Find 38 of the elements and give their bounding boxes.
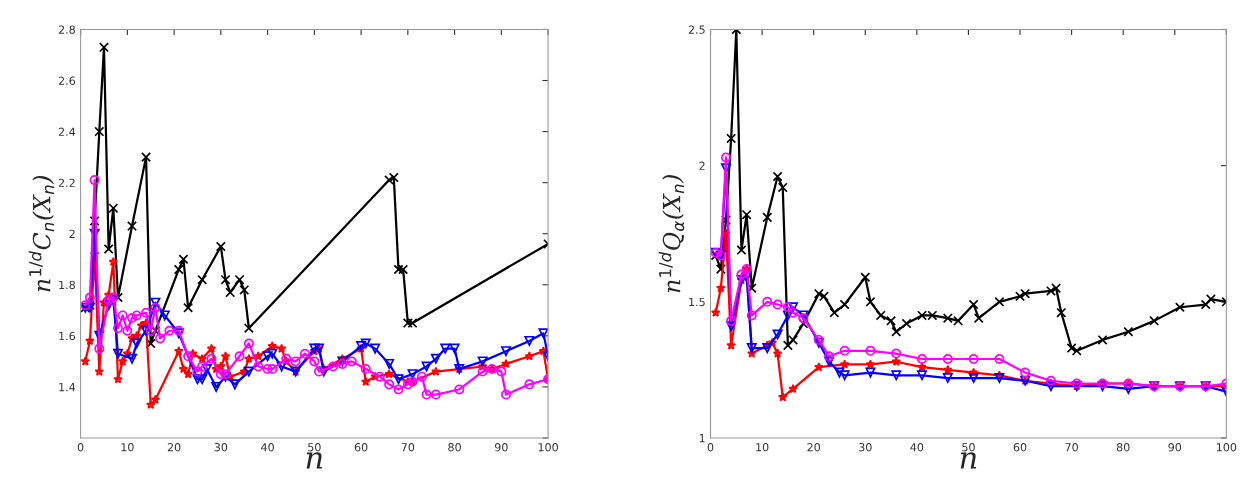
y-tick-label: 2.6 — [58, 76, 76, 85]
y-tick-label: 2.5 — [688, 25, 705, 34]
x-tick-label: 50 — [308, 443, 321, 452]
y-tick-label: 2.8 — [58, 25, 75, 34]
y-axis-title: n$^{1/d}$C$_{n}$(X$_{n}$) — [28, 175, 55, 292]
x-tick-label: 90 — [1168, 443, 1182, 452]
x-tick-label: 10 — [756, 443, 769, 452]
x-tick-label: 100 — [538, 443, 558, 452]
x-tick-label: 60 — [1013, 443, 1027, 452]
y-tick-label: 2.4 — [58, 127, 76, 136]
x-tick-label: 100 — [1216, 443, 1237, 452]
y-tick-label: 2 — [69, 229, 75, 238]
x-tick-label: 0 — [77, 443, 84, 452]
x-axis-title: n — [306, 452, 323, 469]
x-tick-label: 90 — [494, 443, 508, 452]
y-tick-label: 1.8 — [59, 280, 75, 290]
x-tick-label: 20 — [167, 443, 181, 452]
x-tick-label: 30 — [859, 443, 872, 452]
y-tick-label: 2 — [699, 161, 705, 170]
x-tick-label: 40 — [261, 443, 274, 452]
x-tick-label: 20 — [807, 443, 821, 452]
y-tick-label: 1.6 — [59, 331, 76, 341]
y-tick-label: 1 — [699, 434, 705, 443]
y-tick-label: 1.5 — [689, 297, 705, 307]
x-tick-label: 70 — [401, 443, 415, 452]
x-tick-label: 40 — [910, 443, 924, 452]
x-tick-label: 80 — [448, 443, 461, 452]
x-axis-title: n — [960, 452, 977, 469]
x-tick-label: 50 — [962, 443, 975, 452]
y-tick-label: 1.4 — [59, 383, 76, 392]
x-tick-label: 60 — [354, 443, 368, 452]
x-tick-label: 10 — [121, 443, 134, 452]
y-tick-label: 2.2 — [58, 178, 75, 187]
x-tick-label: 0 — [707, 443, 714, 452]
x-tick-label: 30 — [214, 443, 228, 452]
x-tick-label: 80 — [1116, 443, 1130, 452]
x-tick-label: 70 — [1065, 443, 1078, 452]
y-axis-title: n$^{1/d}$Q$_{α}$(X$_{n}$) — [658, 175, 685, 293]
